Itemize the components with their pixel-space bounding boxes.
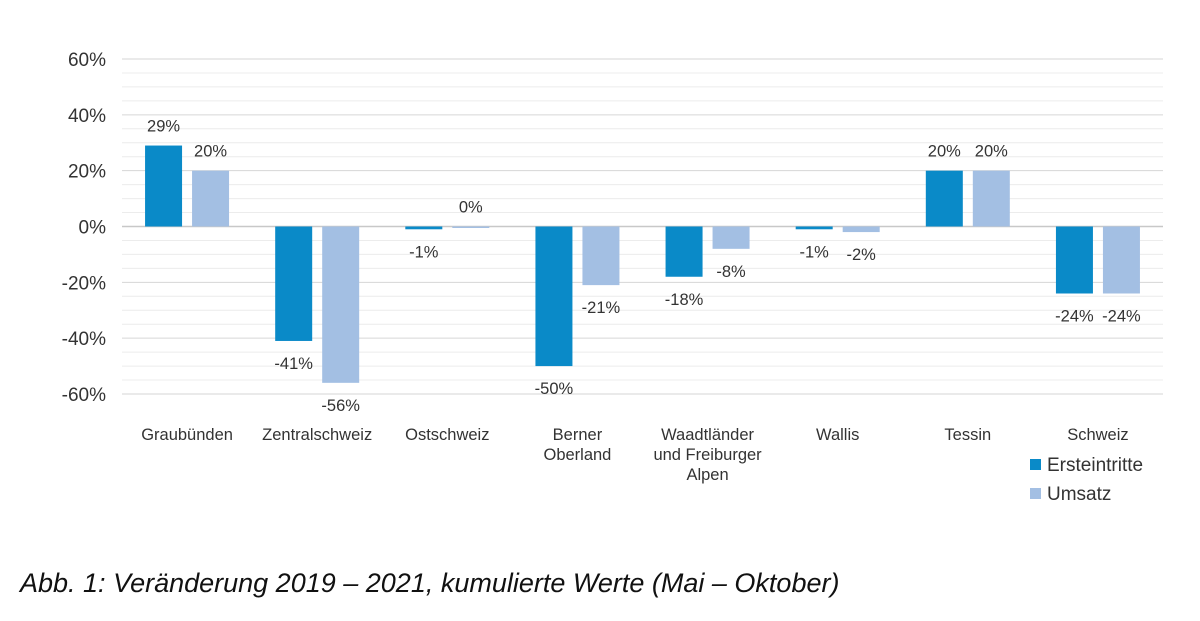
bar-ersteintritte (145, 145, 183, 227)
y-tick-label: -60% (62, 385, 106, 406)
category-label: Berner (553, 426, 603, 444)
bar-umsatz (322, 226, 360, 383)
data-label: 29% (147, 118, 180, 136)
category-label: Waadtländer (661, 426, 754, 444)
data-label: -2% (847, 246, 877, 264)
y-tick-label: 20% (68, 162, 106, 183)
bar-ersteintritte (925, 170, 963, 227)
data-label: -24% (1102, 308, 1141, 326)
bar-ersteintritte (275, 226, 313, 341)
bar-umsatz (972, 170, 1010, 227)
figure-caption: Abb. 1: Veränderung 2019 – 2021, kumulie… (20, 568, 840, 598)
category-label: Ostschweiz (405, 426, 489, 444)
data-label: -21% (582, 299, 621, 317)
bar-umsatz (192, 170, 230, 227)
data-label: -50% (535, 380, 574, 398)
y-tick-label: -20% (62, 273, 106, 294)
bar-ersteintritte (665, 226, 703, 277)
data-label: -41% (274, 355, 313, 373)
data-label: -56% (321, 397, 360, 415)
bar-umsatz (452, 226, 490, 228)
data-label: 20% (975, 143, 1008, 161)
bar-ersteintritte (405, 226, 443, 230)
data-label: -1% (409, 243, 439, 261)
legend-swatch (1030, 488, 1041, 499)
category-label: Graubünden (141, 426, 233, 444)
category-label: Alpen (686, 466, 728, 484)
legend-label: Umsatz (1047, 484, 1111, 505)
category-label: Oberland (543, 446, 611, 464)
category-label: Wallis (816, 426, 859, 444)
bar-ersteintritte (795, 226, 833, 230)
category-label: und Freiburger (653, 446, 762, 464)
bar-umsatz (582, 226, 620, 286)
category-label: Schweiz (1067, 426, 1128, 444)
y-tick-label: 40% (68, 106, 106, 127)
bar-umsatz (1102, 226, 1140, 294)
legend-label: Ersteintritte (1047, 455, 1143, 476)
bar-ersteintritte (1055, 226, 1093, 294)
y-tick-label: -40% (62, 329, 106, 350)
data-label: 0% (459, 199, 483, 217)
category-label: Tessin (944, 426, 991, 444)
category-label: Zentralschweiz (262, 426, 372, 444)
legend-swatch (1030, 459, 1041, 470)
bar-umsatz (712, 226, 750, 249)
data-label: 20% (194, 143, 227, 161)
data-label: -8% (716, 263, 746, 281)
y-tick-label: 60% (68, 50, 106, 71)
data-label: -1% (800, 243, 830, 261)
data-label: 20% (928, 143, 961, 161)
bar-umsatz (842, 226, 880, 233)
data-label: -18% (665, 291, 704, 309)
y-tick-label: 0% (79, 218, 107, 239)
bar-ersteintritte (535, 226, 573, 367)
data-label: -24% (1055, 308, 1094, 326)
